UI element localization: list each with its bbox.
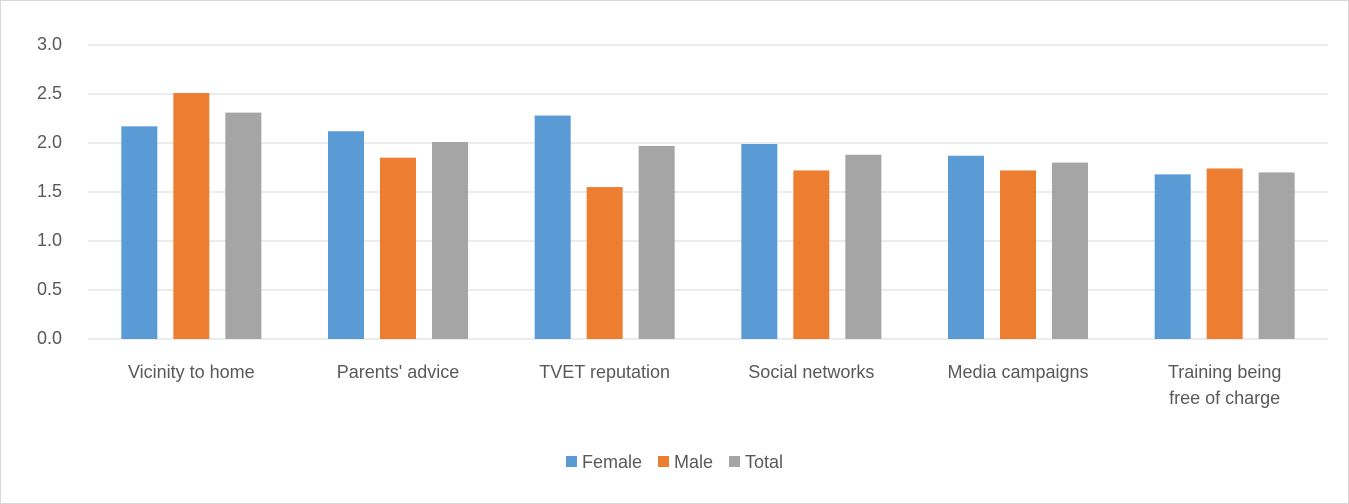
x-tick-label: Social networks (748, 362, 875, 382)
legend-label: Male (673, 452, 713, 472)
x-tick-label: TVET reputation (539, 362, 671, 382)
x-tick-label: Training being free of charge (1167, 362, 1282, 408)
x-tick-label: Vicinity to home (127, 362, 255, 382)
bar (793, 170, 830, 339)
bar (380, 157, 416, 339)
legend-swatch (657, 456, 669, 467)
y-tick-label: 1.0 (37, 230, 62, 250)
x-tick-label: Parents' advice (336, 362, 460, 382)
legend-label: Female (581, 452, 642, 472)
y-tick-label: 2.5 (37, 83, 62, 103)
legend: Female Male Total (0, 452, 1349, 473)
y-tick-label: 0.5 (37, 279, 62, 299)
bar (586, 187, 623, 339)
legend-item: Total (729, 452, 783, 473)
y-tick-label: 3.0 (37, 34, 62, 54)
bar (432, 142, 468, 339)
bar (1258, 172, 1295, 339)
legend-item: Female (565, 452, 642, 473)
bar (1000, 170, 1036, 339)
bar (328, 131, 364, 339)
bar (1206, 168, 1243, 339)
legend-item: Male (657, 452, 713, 473)
bar (173, 93, 210, 340)
y-tick-label: 2.0 (37, 132, 62, 152)
legend-swatch (565, 456, 577, 467)
bar (1052, 162, 1088, 339)
bar (948, 155, 984, 339)
bar (225, 112, 262, 340)
legend-label: Total (745, 452, 784, 472)
y-tick-label: 0.0 (37, 328, 62, 348)
bar (845, 154, 882, 339)
x-tick-label: Media campaigns (947, 362, 1089, 382)
bar (638, 145, 675, 339)
bar (741, 143, 778, 339)
bar (121, 126, 158, 339)
y-tick-label: 1.5 (37, 181, 62, 201)
bar (1154, 174, 1191, 339)
bar (534, 115, 571, 339)
legend-swatch (729, 456, 740, 467)
